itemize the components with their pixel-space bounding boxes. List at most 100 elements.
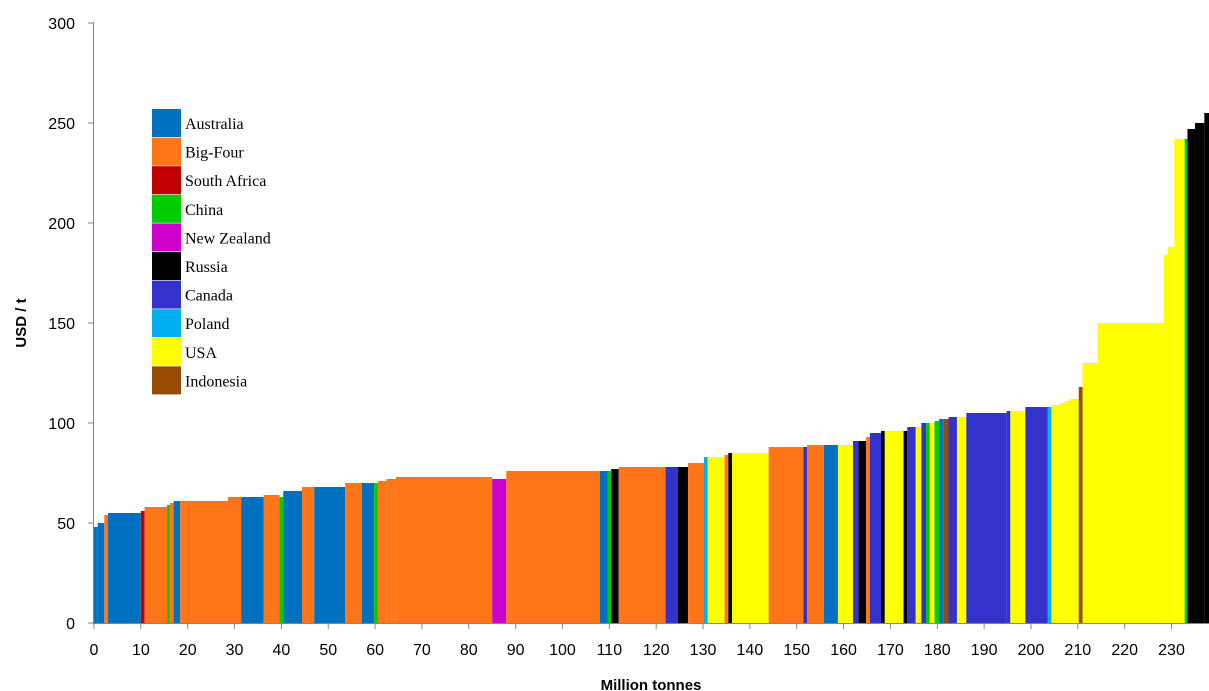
y-tick-label: 100	[48, 416, 75, 433]
x-tick-label: 20	[179, 642, 197, 659]
bar-big-four	[345, 483, 362, 623]
bar-usa	[1064, 401, 1070, 623]
bar-indonesia	[943, 419, 949, 623]
bar-canada	[921, 423, 927, 623]
legend-label: Indonesia	[185, 373, 247, 390]
bar-big-four	[169, 503, 174, 623]
bar-usa	[1174, 139, 1185, 623]
bar-china	[934, 421, 940, 623]
bar-big-four	[302, 487, 315, 623]
bar-usa	[1010, 411, 1026, 623]
x-tick-label: 130	[690, 642, 717, 659]
x-tick-label: 230	[1158, 642, 1185, 659]
bar-china	[926, 423, 930, 623]
bar-big-four	[144, 507, 168, 623]
x-tick-label: 170	[877, 642, 904, 659]
x-tick-label: 60	[366, 642, 384, 659]
bar-russia	[677, 467, 689, 623]
bar-canada	[1025, 407, 1048, 623]
x-tick-label: 40	[272, 642, 290, 659]
bar-australia	[599, 471, 608, 623]
x-tick-label: 200	[1018, 642, 1045, 659]
x-axis-title: Million tonnes	[601, 677, 702, 691]
bar-canada	[907, 427, 916, 623]
x-tick-label: 80	[460, 642, 478, 659]
bar-big-four	[180, 501, 228, 623]
x-tick-label: 30	[226, 642, 244, 659]
bar-usa	[1051, 405, 1061, 623]
legend-swatch-australia	[152, 109, 181, 137]
bar-australia	[173, 501, 181, 623]
bar-usa	[915, 427, 922, 623]
bar-usa	[1164, 255, 1168, 623]
bar-australia	[108, 513, 141, 623]
bar-big-four	[227, 497, 242, 623]
bar-big-four	[386, 479, 396, 623]
bar-indonesia	[1078, 387, 1083, 623]
bar-russia	[728, 453, 733, 623]
bar-australia	[241, 497, 264, 623]
bar-canada	[1006, 411, 1011, 623]
legend-swatch-new-zealand	[152, 223, 181, 252]
bar-big-four	[768, 447, 804, 623]
bar-poland	[703, 457, 708, 623]
y-tick-label: 0	[66, 616, 75, 633]
x-tick-label: 220	[1111, 642, 1138, 659]
y-tick-label: 300	[48, 16, 75, 33]
x-tick-label: 100	[549, 642, 576, 659]
bar-china	[167, 505, 170, 623]
legend-label: Big-Four	[185, 145, 244, 162]
bar-china	[374, 483, 378, 623]
bar-canada	[948, 417, 957, 623]
bar-big-four	[807, 445, 824, 623]
x-tick-label: 140	[737, 642, 764, 659]
bar-usa	[837, 445, 853, 623]
bar-big-four	[618, 467, 666, 623]
y-tick-label: 150	[48, 316, 75, 333]
bar-poland	[1047, 407, 1052, 623]
bar-russia	[1187, 129, 1195, 623]
bar-canada	[665, 467, 678, 623]
x-tick-label: 180	[924, 642, 951, 659]
bar-usa	[1167, 247, 1175, 623]
legend-label: Poland	[185, 316, 229, 333]
bar-russia	[903, 431, 908, 623]
x-tick-label: 190	[971, 642, 998, 659]
x-tick-label: 160	[830, 642, 857, 659]
legend: Australia Big-Four South Africa China New Ze…	[152, 109, 271, 395]
bar-china	[607, 471, 612, 623]
bar-russia	[881, 431, 885, 623]
bar-big-four	[506, 471, 600, 623]
x-tick-label: 120	[643, 642, 670, 659]
bar-usa	[1060, 403, 1065, 623]
bar-new-zealand	[492, 479, 507, 623]
bar-canada	[803, 447, 808, 623]
bar-russia	[1194, 123, 1205, 623]
legend-label: Russia	[185, 259, 228, 276]
bar-usa	[732, 453, 769, 623]
y-axis-title: USD / t	[13, 298, 30, 347]
legend-label: South Africa	[185, 173, 266, 190]
bar-south-africa	[140, 511, 145, 623]
y-tick-label: 250	[48, 116, 75, 133]
bar-usa	[884, 431, 904, 623]
bar-big-four	[395, 477, 493, 623]
legend-swatch-big-four	[152, 137, 181, 166]
bar-australia	[94, 527, 98, 623]
bar-australia	[314, 487, 346, 623]
bar-usa	[956, 417, 967, 623]
legend-label: Australia	[185, 116, 244, 133]
legend-swatch-china	[152, 194, 181, 223]
legend-label: Canada	[185, 288, 233, 305]
bar-russia	[611, 469, 619, 623]
bar-australia	[361, 483, 375, 623]
legend-swatch-south-africa	[152, 166, 181, 195]
legend-label: USA	[185, 345, 217, 362]
bar-big-four	[724, 455, 729, 623]
legend-swatch-poland	[152, 309, 181, 338]
x-tick-label: 0	[90, 642, 99, 659]
bar-big-four	[104, 515, 109, 623]
bar-canada	[852, 441, 859, 623]
legend-label: New Zealand	[185, 230, 271, 247]
